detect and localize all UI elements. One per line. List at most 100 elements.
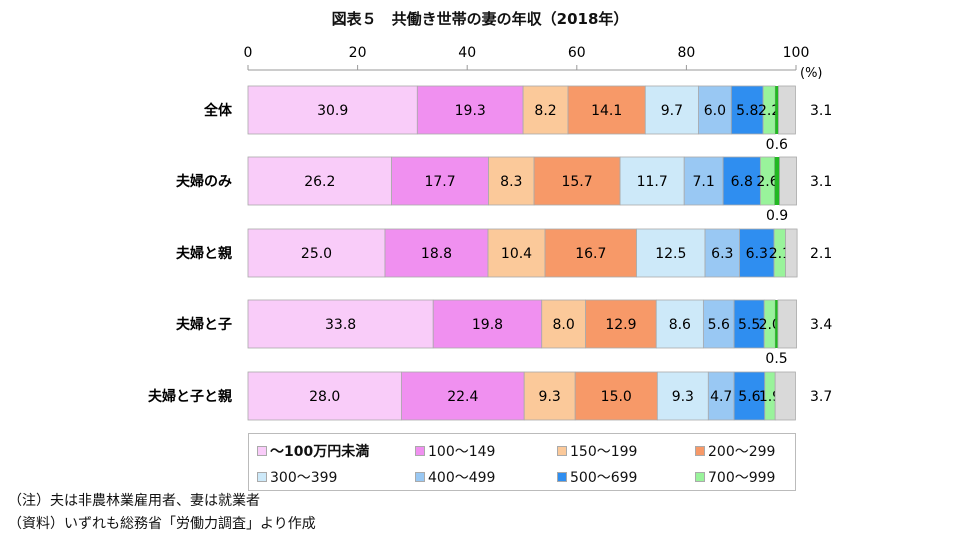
data-label: 9.3: [672, 389, 694, 405]
bar-segment: [702, 299, 735, 349]
bar-segment: [774, 157, 780, 205]
data-label: 19.3: [455, 103, 486, 119]
bar-segment: [416, 85, 524, 135]
data-label: 22.4: [447, 389, 478, 405]
legend-item: 100～149: [415, 441, 495, 461]
data-label: 6.3: [746, 246, 768, 262]
data-label: 19.8: [472, 317, 503, 333]
bar-segment: [775, 86, 779, 134]
x-tick-label: 0: [244, 45, 253, 61]
data-label: 8.6: [669, 317, 691, 333]
legend-swatch: [415, 472, 425, 482]
category-label: 夫婦と親: [176, 245, 232, 262]
category-label: 全体: [203, 102, 233, 119]
unit-label: (%): [800, 66, 823, 81]
data-label: 3.7: [810, 389, 832, 405]
legend-item: 700～999: [695, 467, 775, 487]
x-tick-label: 100: [783, 45, 810, 61]
legend: ～100万円未満 100～149 150～199 200～299 300～399 400～…: [248, 433, 796, 491]
data-label: 6.0: [704, 103, 726, 119]
bar-segment: [698, 85, 732, 135]
data-label: 5.6: [738, 389, 760, 405]
bar-segment: [707, 371, 735, 421]
data-label: 0.6: [766, 137, 788, 153]
legend-item: ～100万円未満: [257, 441, 369, 461]
bar-segment: [247, 85, 418, 135]
legend-swatch: [695, 472, 705, 482]
data-label: 30.9: [317, 103, 348, 119]
data-label: 4.7: [710, 389, 732, 405]
bar-segment: [247, 228, 386, 278]
x-tick-label: 80: [677, 45, 695, 61]
data-label: 17.7: [424, 174, 455, 190]
bar-segment: [401, 371, 525, 421]
data-label: 15.0: [601, 389, 632, 405]
data-label: 5.5: [738, 317, 760, 333]
bar-segment: [655, 299, 704, 349]
x-tick-label: 20: [349, 45, 367, 61]
legend-label: 200～299: [708, 444, 776, 460]
source-note: （資料）いずれも総務省「労働力調査」より作成: [8, 516, 316, 532]
bar-segment: [523, 371, 576, 421]
data-label: 0.9: [766, 208, 788, 224]
data-label: 2.1: [810, 246, 832, 262]
bar-segment: [384, 228, 489, 278]
bar-segment: [522, 85, 569, 135]
bar-segment: [777, 299, 797, 349]
x-tick-label: 60: [568, 45, 586, 61]
data-label: 33.8: [325, 317, 356, 333]
legend-item: 200～299: [695, 441, 775, 461]
legend-label: 500～699: [570, 470, 638, 486]
bar-segment: [722, 156, 761, 206]
bar-segment: [567, 85, 646, 135]
legend-swatch: [557, 472, 567, 482]
note: （注）夫は非農林業雇用者、妻は就業者: [8, 493, 260, 509]
legend-label: 100～149: [428, 444, 496, 460]
bar-segment: [432, 299, 543, 349]
bar-segment: [533, 156, 621, 206]
legend-swatch: [257, 446, 267, 456]
legend-label: 150～199: [570, 444, 638, 460]
bar-segment: [739, 228, 775, 278]
bar-segment: [683, 156, 724, 206]
data-label: 14.1: [591, 103, 622, 119]
bar-segment: [247, 299, 434, 349]
legend-swatch: [557, 446, 567, 456]
bar-segment: [775, 300, 778, 348]
legend-swatch: [257, 472, 267, 482]
bar-segment: [733, 371, 766, 421]
legend-label: 700～999: [708, 470, 776, 486]
legend-item: 400～499: [415, 467, 495, 487]
data-label: 8.0: [553, 317, 575, 333]
bar-segment: [544, 228, 637, 278]
bar-segment: [247, 371, 402, 421]
bar-segment: [656, 371, 709, 421]
legend-label: 300～399: [270, 470, 338, 486]
legend-item: 500～699: [557, 467, 637, 487]
data-label: 25.0: [301, 246, 332, 262]
data-label: 3.4: [810, 317, 832, 333]
data-label: 12.9: [605, 317, 636, 333]
data-label: 7.1: [693, 174, 715, 190]
data-label: 18.8: [421, 246, 452, 262]
data-label: 16.7: [575, 246, 606, 262]
category-label: 夫婦と子と親: [148, 388, 232, 405]
legend-label: ～100万円未満: [270, 444, 370, 460]
data-label: 2.2: [758, 103, 780, 119]
bar-segment: [779, 156, 797, 206]
data-label: 9.7: [661, 103, 683, 119]
bar-segment: [391, 156, 489, 206]
data-label: 8.2: [534, 103, 556, 119]
data-label: 5.8: [736, 103, 758, 119]
data-label: 6.3: [711, 246, 733, 262]
data-label: 8.3: [500, 174, 522, 190]
data-label: 10.4: [501, 246, 532, 262]
category-label: 夫婦と子: [176, 316, 232, 333]
data-label: 3.1: [810, 103, 832, 119]
bar-segment: [644, 85, 699, 135]
data-label: 12.5: [655, 246, 686, 262]
category-label: 夫婦のみ: [176, 173, 232, 190]
legend-item: 300～399: [257, 467, 337, 487]
data-label: 26.2: [304, 174, 335, 190]
legend-swatch: [695, 446, 705, 456]
